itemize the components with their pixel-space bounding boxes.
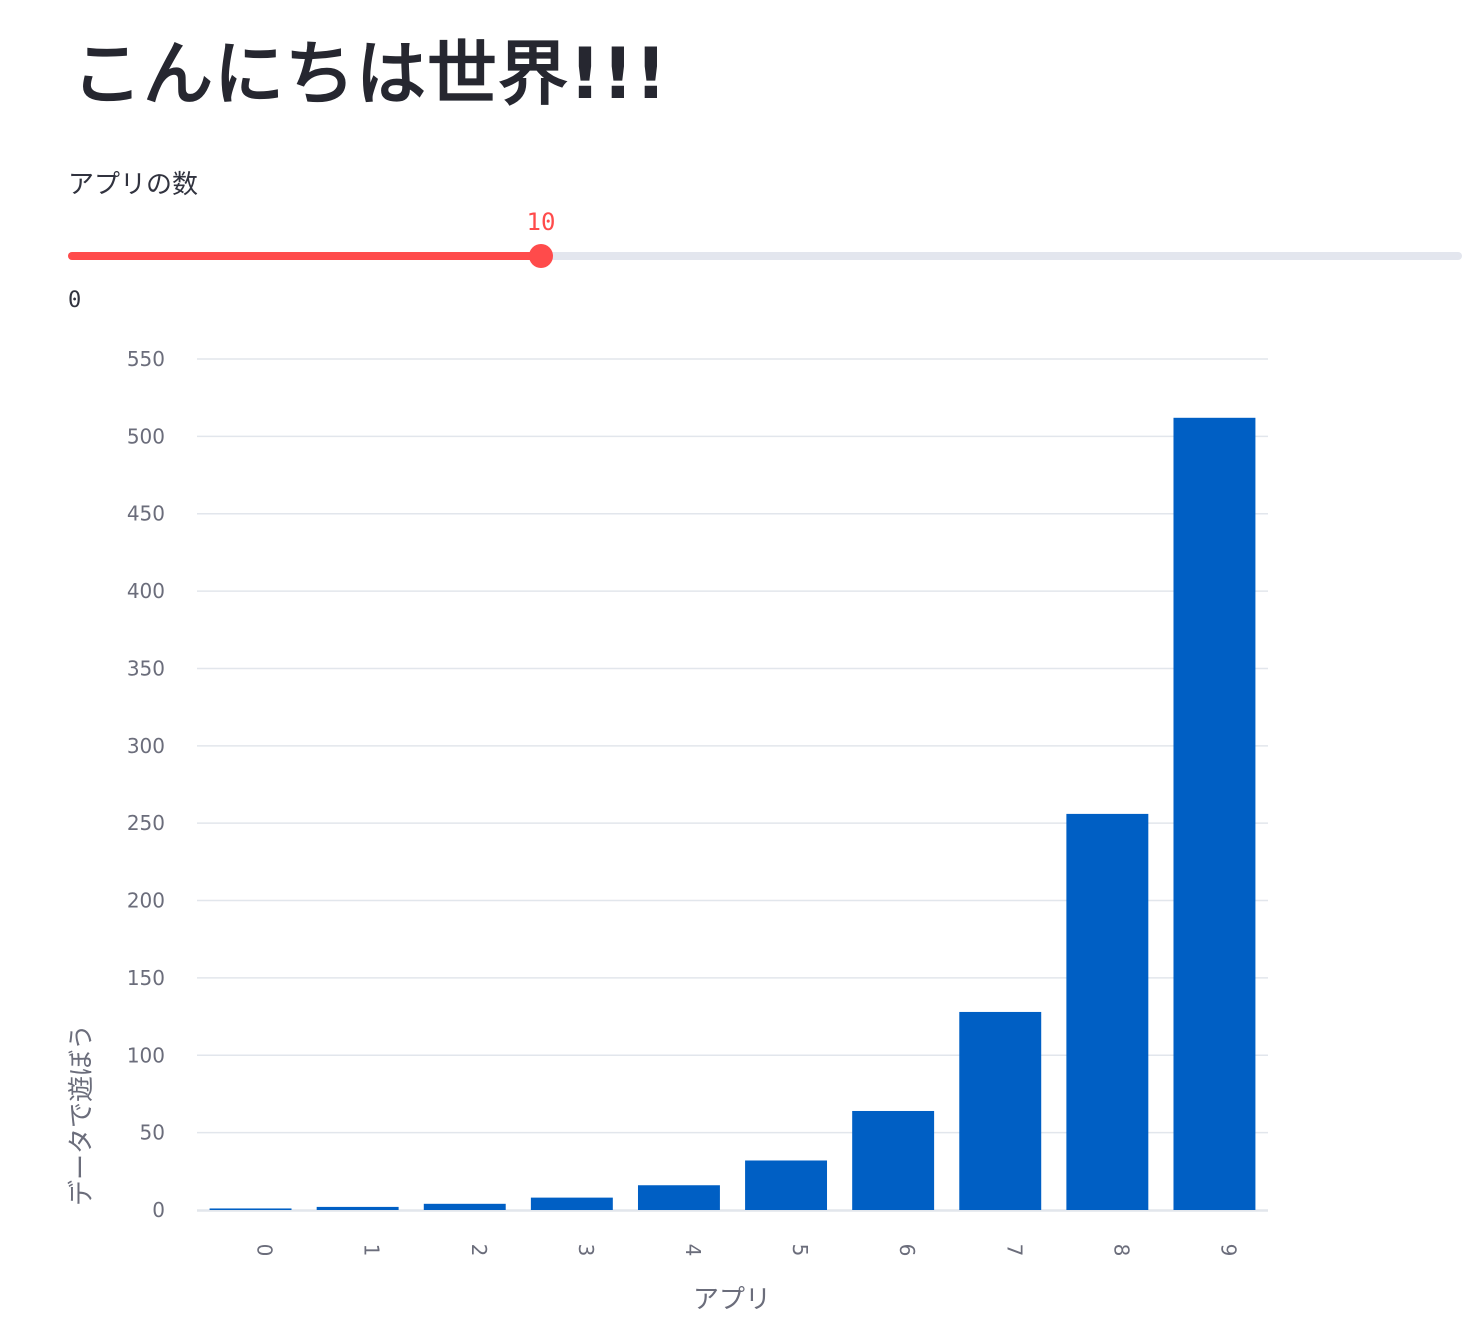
y-tick-label: 0 xyxy=(152,1198,165,1222)
slider-min-label: 0 xyxy=(68,288,82,313)
bar-5 xyxy=(745,1160,828,1210)
x-tick-label: 5 xyxy=(788,1244,812,1257)
bar-7 xyxy=(959,1011,1042,1210)
x-tick-label: 2 xyxy=(467,1244,491,1257)
y-tick-label: 200 xyxy=(127,889,165,913)
y-axis-ticks: 0 50 100 150 200 250 300 350 400 450 500 550 xyxy=(127,347,165,1222)
bar-3 xyxy=(530,1197,613,1210)
x-tick-label: 8 xyxy=(1109,1244,1133,1257)
y-tick-label: 450 xyxy=(127,502,165,526)
x-tick-label: 6 xyxy=(895,1244,919,1257)
slider-fill xyxy=(68,252,542,260)
slider-value: 10 xyxy=(526,208,556,236)
x-tick-label: 9 xyxy=(1216,1244,1240,1257)
grid-lines xyxy=(197,358,1268,1212)
y-tick-label: 150 xyxy=(127,966,165,990)
y-tick-label: 250 xyxy=(127,811,165,835)
x-tick-label: 7 xyxy=(1002,1244,1026,1257)
y-tick-label: 350 xyxy=(127,656,165,680)
y-tick-label: 50 xyxy=(140,1121,165,1145)
x-tick-label: 1 xyxy=(360,1244,384,1257)
bar-6 xyxy=(852,1110,935,1210)
y-tick-label: 550 xyxy=(127,347,165,371)
slider-track[interactable] xyxy=(68,252,1462,260)
bar-chart: 0 50 100 150 200 250 300 350 400 450 500 550 0 1 2 3 4 5… xyxy=(67,347,1268,1315)
bar-4 xyxy=(637,1185,720,1210)
bar-9 xyxy=(1173,417,1256,1210)
page-title: こんにちは世界!!! xyxy=(72,33,668,115)
slider-label: アプリの数 xyxy=(68,170,199,200)
x-axis-ticks: 0 1 2 3 4 5 6 7 8 9 xyxy=(253,1244,1241,1257)
y-tick-label: 100 xyxy=(127,1043,165,1067)
bar-8 xyxy=(1066,813,1149,1210)
bar-1 xyxy=(316,1206,399,1210)
bar-0 xyxy=(209,1208,292,1210)
y-axis-title: データで遊ぼう xyxy=(67,1024,97,1206)
x-tick-label: 0 xyxy=(253,1244,277,1257)
bar-2 xyxy=(423,1203,506,1210)
bars xyxy=(209,417,1256,1210)
y-tick-label: 400 xyxy=(127,579,165,603)
y-tick-label: 300 xyxy=(127,734,165,758)
x-axis-title: アプリ xyxy=(693,1285,771,1315)
y-tick-label: 500 xyxy=(127,424,165,448)
slider-thumb[interactable] xyxy=(529,244,553,268)
x-tick-label: 4 xyxy=(681,1244,705,1257)
x-tick-label: 3 xyxy=(574,1244,598,1257)
